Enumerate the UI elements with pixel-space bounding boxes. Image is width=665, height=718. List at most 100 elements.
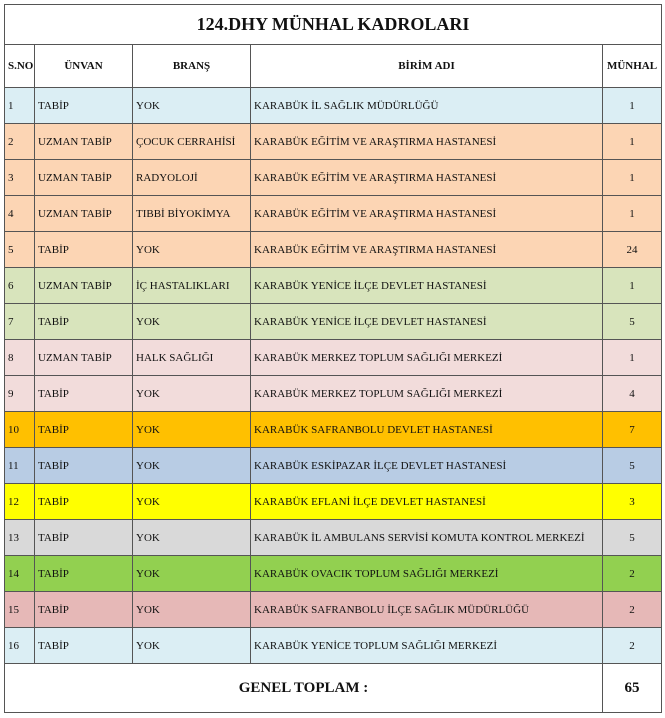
cell: 1 — [602, 87, 662, 124]
table-row: 5 TABİP YOK KARABÜK EĞİTİM VE ARAŞTIRMA HAS… — [4, 231, 662, 268]
table-row: 9 TABİP YOK KARABÜK MERKEZ TOPLUM SAĞLIĞI M… — [4, 375, 662, 412]
table-row: 10 TABİP YOK KARABÜK SAFRANBOLU DEVLET HAST… — [4, 411, 662, 448]
cell: YOK — [132, 627, 251, 664]
cell: 2 — [602, 591, 662, 628]
table-row: 1 TABİP YOK KARABÜK İL SAĞLIK MÜDÜRLÜĞÜ 1 — [4, 87, 662, 124]
cell: 5 — [602, 519, 662, 556]
cell: 1 — [602, 159, 662, 196]
cell: YOK — [132, 303, 251, 340]
cell: TABİP — [34, 627, 133, 664]
cell: 1 — [602, 195, 662, 232]
table-row: 12 TABİP YOK KARABÜK EFLANİ İLÇE DEVLET HAS… — [4, 483, 662, 520]
cell: YOK — [132, 591, 251, 628]
cell: 5 — [602, 303, 662, 340]
cell: 2 — [4, 123, 35, 160]
cell: 15 — [4, 591, 35, 628]
cell: 10 — [4, 411, 35, 448]
cell: UZMAN TABİP — [34, 195, 133, 232]
cell: 3 — [4, 159, 35, 196]
cell: YOK — [132, 555, 251, 592]
cell: 11 — [4, 447, 35, 484]
cell: KARABÜK MERKEZ TOPLUM SAĞLIĞI MERKEZİ — [250, 339, 603, 376]
table-row: 6 UZMAN TABİP İÇ HASTALIKLARI KARABÜK YENİC… — [4, 267, 662, 304]
cell: UZMAN TABİP — [34, 159, 133, 196]
cell: ÇOCUK CERRAHİSİ — [132, 123, 251, 160]
cell: KARABÜK EĞİTİM VE ARAŞTIRMA HASTANESİ — [250, 159, 603, 196]
column-header: BİRİM ADI — [250, 44, 603, 88]
column-header: BRANŞ — [132, 44, 251, 88]
table-row: 3 UZMAN TABİP RADYOLOJİ KARABÜK EĞİTİM VE A… — [4, 159, 662, 196]
cell: KARABÜK İL SAĞLIK MÜDÜRLÜĞÜ — [250, 87, 603, 124]
cell: KARABÜK İL AMBULANS SERVİSİ KOMUTA KONTR… — [250, 519, 603, 556]
cell: 6 — [4, 267, 35, 304]
cell: TABİP — [34, 375, 133, 412]
cell: KARABÜK EFLANİ İLÇE DEVLET HASTANESİ — [250, 483, 603, 520]
cell: KARABÜK YENİCE TOPLUM SAĞLIĞI MERKEZİ — [250, 627, 603, 664]
cell: 1 — [602, 123, 662, 160]
cell: 9 — [4, 375, 35, 412]
table-row: 8 UZMAN TABİP HALK SAĞLIĞI KARABÜK MERKEZ T… — [4, 339, 662, 376]
cell: KARABÜK YENİCE İLÇE DEVLET HASTANESİ — [250, 267, 603, 304]
cell: UZMAN TABİP — [34, 339, 133, 376]
vacancy-table: 124.DHY MÜNHAL KADROLARI S.NO ÜNVAN BRANŞ B… — [4, 4, 662, 713]
cell: 7 — [4, 303, 35, 340]
cell: TIBBİ BİYOKİMYA — [132, 195, 251, 232]
cell: YOK — [132, 231, 251, 268]
table-body: 124.DHY MÜNHAL KADROLARI S.NO ÜNVAN BRANŞ B… — [4, 4, 662, 713]
cell: UZMAN TABİP — [34, 267, 133, 304]
cell: 7 — [602, 411, 662, 448]
cell: HALK SAĞLIĞI — [132, 339, 251, 376]
total-value: 65 — [602, 663, 662, 713]
cell: TABİP — [34, 519, 133, 556]
column-header: MÜNHAL — [602, 44, 662, 88]
table-row: 7 TABİP YOK KARABÜK YENİCE İLÇE DEVLET HAST… — [4, 303, 662, 340]
cell: TABİP — [34, 303, 133, 340]
footer-row: GENEL TOPLAM :65 — [4, 663, 662, 713]
cell: TABİP — [34, 411, 133, 448]
cell: KARABÜK SAFRANBOLU İLÇE SAĞLIK MÜDÜRLÜĞÜ — [250, 591, 603, 628]
cell: TABİP — [34, 447, 133, 484]
cell: RADYOLOJİ — [132, 159, 251, 196]
cell: 3 — [602, 483, 662, 520]
cell: KARABÜK ESKİPAZAR İLÇE DEVLET HASTANESİ — [250, 447, 603, 484]
cell: TABİP — [34, 231, 133, 268]
cell: YOK — [132, 87, 251, 124]
cell: 4 — [4, 195, 35, 232]
table-row: 14 TABİP YOK KARABÜK OVACIK TOPLUM SAĞLIĞI … — [4, 555, 662, 592]
header-row: S.NO ÜNVAN BRANŞ BİRİM ADI MÜNHAL — [4, 44, 662, 88]
cell: KARABÜK MERKEZ TOPLUM SAĞLIĞI MERKEZİ — [250, 375, 603, 412]
table-row: 4 UZMAN TABİP TIBBİ BİYOKİMYA KARABÜK EĞİTİ… — [4, 195, 662, 232]
cell: KARABÜK EĞİTİM VE ARAŞTIRMA HASTANESİ — [250, 195, 603, 232]
cell: 12 — [4, 483, 35, 520]
title: 124.DHY MÜNHAL KADROLARI — [4, 4, 662, 45]
cell: YOK — [132, 447, 251, 484]
cell: 5 — [602, 447, 662, 484]
cell: 4 — [602, 375, 662, 412]
cell: 16 — [4, 627, 35, 664]
cell: UZMAN TABİP — [34, 123, 133, 160]
title-row: 124.DHY MÜNHAL KADROLARI — [4, 4, 662, 45]
table-row: 11 TABİP YOK KARABÜK ESKİPAZAR İLÇE DEVLET … — [4, 447, 662, 484]
total-label: GENEL TOPLAM : — [4, 663, 603, 713]
cell: 2 — [602, 555, 662, 592]
cell: KARABÜK EĞİTİM VE ARAŞTIRMA HASTANESİ — [250, 123, 603, 160]
table-row: 16 TABİP YOK KARABÜK YENİCE TOPLUM SAĞLIĞI … — [4, 627, 662, 664]
cell: TABİP — [34, 483, 133, 520]
table-row: 13 TABİP YOK KARABÜK İL AMBULANS SERVİSİ KO… — [4, 519, 662, 556]
cell: KARABÜK EĞİTİM VE ARAŞTIRMA HASTANESİ — [250, 231, 603, 268]
cell: 5 — [4, 231, 35, 268]
cell: TABİP — [34, 87, 133, 124]
cell: KARABÜK OVACIK TOPLUM SAĞLIĞI MERKEZİ — [250, 555, 603, 592]
table-row: 2 UZMAN TABİP ÇOCUK CERRAHİSİ KARABÜK EĞİTİ… — [4, 123, 662, 160]
cell: 14 — [4, 555, 35, 592]
cell: 13 — [4, 519, 35, 556]
cell: 2 — [602, 627, 662, 664]
cell: İÇ HASTALIKLARI — [132, 267, 251, 304]
cell: 1 — [4, 87, 35, 124]
cell: YOK — [132, 519, 251, 556]
table-row: 15 TABİP YOK KARABÜK SAFRANBOLU İLÇE SAĞLIK… — [4, 591, 662, 628]
cell: YOK — [132, 483, 251, 520]
cell: 1 — [602, 339, 662, 376]
cell: YOK — [132, 375, 251, 412]
